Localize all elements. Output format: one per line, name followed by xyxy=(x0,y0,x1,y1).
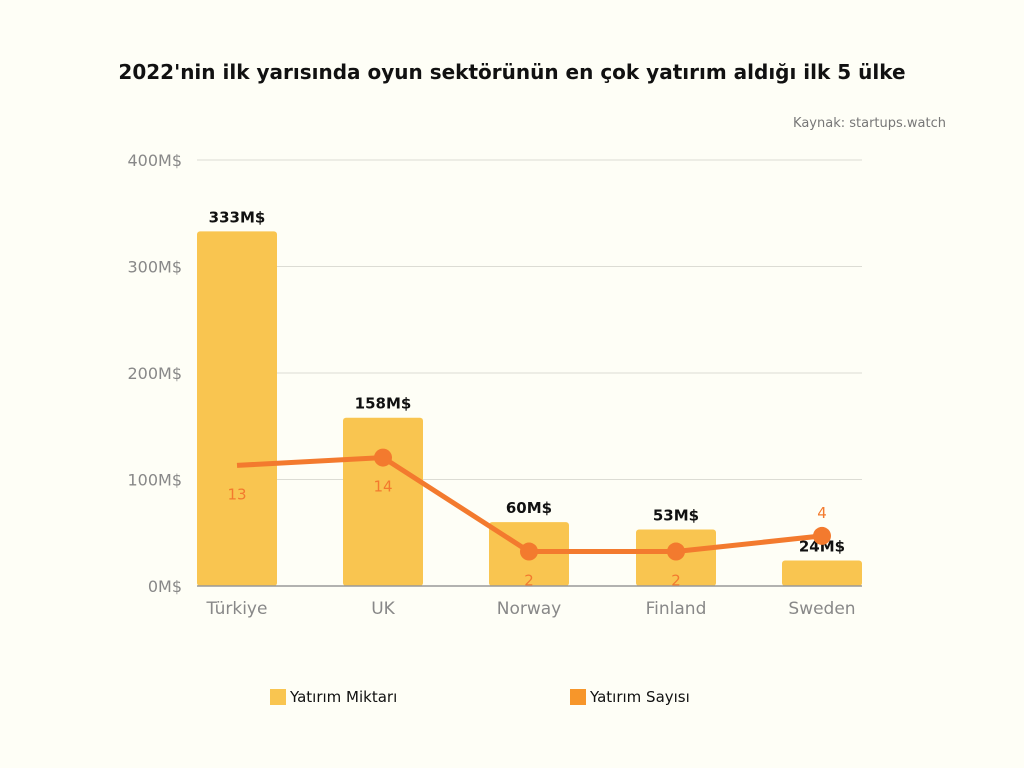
line-value-label: 2 xyxy=(524,572,534,590)
legend-label: Yatırım Miktarı xyxy=(290,688,398,706)
line-point xyxy=(374,448,392,467)
line-value-label: 4 xyxy=(817,504,827,522)
legend-item-bar: Yatırım Miktarı xyxy=(270,688,397,706)
line-point xyxy=(667,542,685,561)
source-note: Kaynak: startups.watch xyxy=(793,116,946,131)
chart-title: 2022'nin ilk yarısında oyun sektörünün e… xyxy=(118,60,906,84)
legend-label: Yatırım Sayısı xyxy=(590,688,690,706)
line-point xyxy=(813,526,831,545)
legend-swatch xyxy=(570,689,586,705)
bar-value-label: 60M$ xyxy=(506,499,552,517)
bar-value-label: 158M$ xyxy=(355,395,412,413)
x-tick-label: Norway xyxy=(497,599,562,619)
x-tick-label: UK xyxy=(371,599,395,619)
line-value-label: 13 xyxy=(227,485,246,503)
line-point xyxy=(520,542,538,561)
bar-value-label: 53M$ xyxy=(653,507,699,525)
bar-value-label: 333M$ xyxy=(209,208,266,226)
bar xyxy=(197,231,277,587)
line-value-label: 14 xyxy=(373,478,392,496)
legend-swatch xyxy=(270,689,286,705)
y-tick-label: 100M$ xyxy=(127,471,182,490)
y-tick-label: 0M$ xyxy=(148,577,182,596)
line-value-label: 2 xyxy=(671,572,681,590)
x-tick-label: Sweden xyxy=(788,599,855,619)
x-tick-label: Finland xyxy=(646,599,707,619)
y-tick-label: 200M$ xyxy=(127,364,182,383)
bar xyxy=(343,417,423,586)
bar-value-label: 24M$ xyxy=(799,537,845,555)
y-tick-label: 400M$ xyxy=(127,151,182,170)
x-tick-label: Türkiye xyxy=(206,599,268,619)
bar xyxy=(782,560,862,586)
legend-item-line: Yatırım Sayısı xyxy=(570,688,690,706)
y-tick-label: 300M$ xyxy=(127,258,182,277)
